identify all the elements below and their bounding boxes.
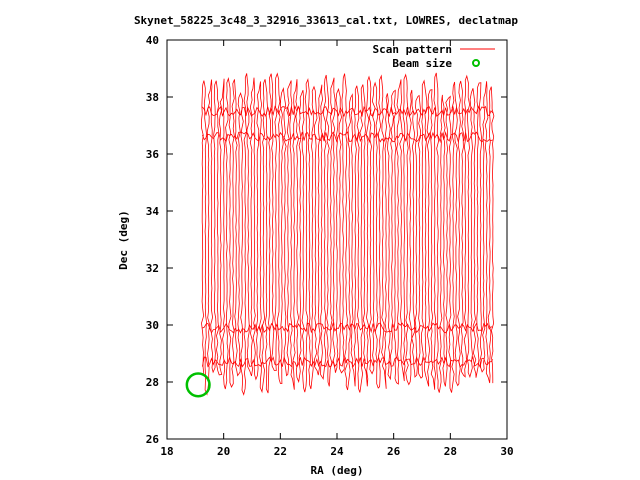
legend-label-beam: Beam size bbox=[392, 57, 452, 70]
legend-swatch-beam bbox=[472, 59, 480, 67]
x-tick-label: 22 bbox=[274, 445, 287, 458]
plot-frame bbox=[166, 39, 508, 440]
y-tick-label: 34 bbox=[146, 205, 160, 218]
x-tick-label: 30 bbox=[500, 445, 513, 458]
y-tick-label: 28 bbox=[146, 376, 159, 389]
scan-pattern-path bbox=[200, 72, 495, 396]
tick-labels: 18 20 22 24 26 28 30 26 28 30 32 34 36 38 40 bbox=[146, 34, 514, 458]
scan-band-path bbox=[202, 355, 494, 369]
x-tick-label: 28 bbox=[444, 445, 457, 458]
scan-pattern-series bbox=[200, 72, 495, 396]
y-tick-label: 40 bbox=[146, 34, 159, 47]
y-axis-label: Dec (deg) bbox=[117, 210, 130, 270]
beam-size-series bbox=[185, 372, 211, 398]
legend: Scan pattern Beam size bbox=[373, 43, 495, 70]
scan-band-path bbox=[202, 131, 493, 144]
beam-size-circle bbox=[185, 372, 211, 398]
legend-label-scan: Scan pattern bbox=[373, 43, 452, 56]
y-tick-label: 36 bbox=[146, 148, 160, 161]
y-tick-label: 26 bbox=[146, 433, 160, 446]
chart-title: Skynet_58225_3c48_3_32916_33613_cal.txt,… bbox=[134, 14, 518, 27]
x-tick-label: 20 bbox=[217, 445, 230, 458]
y-tick-label: 30 bbox=[146, 319, 159, 332]
y-tick-label: 38 bbox=[146, 91, 159, 104]
x-tick-label: 24 bbox=[330, 445, 344, 458]
scan-band-path bbox=[202, 104, 494, 118]
x-tick-label: 18 bbox=[160, 445, 173, 458]
x-tick-label: 26 bbox=[387, 445, 401, 458]
x-axis-label: RA (deg) bbox=[311, 464, 364, 477]
y-tick-label: 32 bbox=[146, 262, 159, 275]
